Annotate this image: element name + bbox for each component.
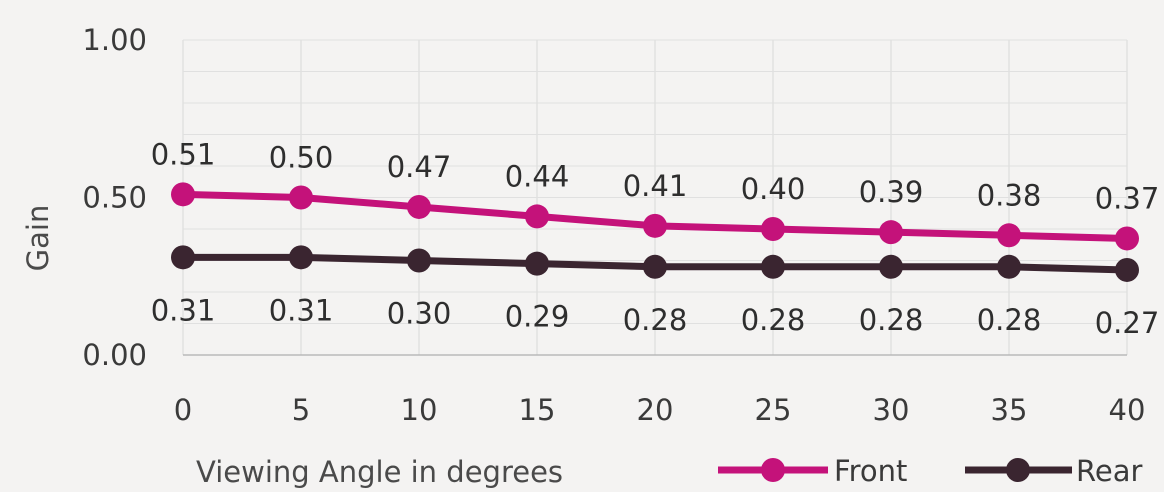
legend-item-rear: Rear [965,454,1142,488]
x-tick-label: 20 [637,393,674,427]
data-point-front [525,204,549,229]
data-point-rear [643,254,667,279]
data-label-front: 0.38 [977,178,1042,212]
data-label-front: 0.40 [741,172,806,206]
legend-item-front: Front [718,454,907,488]
data-label-front: 0.44 [505,159,570,193]
data-point-front [1115,226,1139,251]
data-label-front: 0.39 [859,175,924,209]
data-point-rear [171,245,195,270]
x-tick-label: 25 [755,393,792,427]
data-point-rear [525,251,549,276]
data-point-rear [289,245,313,270]
x-tick-label: 5 [292,393,310,427]
data-point-front [407,194,431,219]
y-axis-ticks: 0.00 0.50 1.00 [82,23,147,372]
y-tick-label: 1.00 [82,23,147,57]
data-label-front: 0.37 [1095,181,1160,215]
data-point-front [171,182,195,207]
data-label-rear: 0.29 [505,300,570,334]
data-point-front [879,220,903,245]
data-label-front: 0.51 [151,137,216,171]
data-labels-layer: 0.51 0.50 0.47 0.44 0.41 0.40 0.39 0.38 0.37 0.31… [151,137,1160,340]
legend-rear-label: Rear [1076,454,1142,488]
x-tick-label: 0 [174,393,192,427]
legend: Front Rear [718,454,1142,488]
data-point-rear [997,254,1021,279]
data-point-front [643,213,667,238]
data-point-front [997,223,1021,248]
data-point-rear [761,254,785,279]
data-label-front: 0.47 [387,150,452,184]
data-label-rear: 0.30 [387,297,452,331]
legend-front-label: Front [834,454,907,488]
data-label-rear: 0.31 [269,293,334,327]
series-layer [171,182,1139,282]
x-tick-label: 35 [991,393,1028,427]
y-tick-label: 0.50 [82,181,147,215]
data-label-rear: 0.31 [151,293,216,327]
data-label-rear: 0.28 [623,303,688,337]
legend-rear-marker-icon [1006,458,1030,482]
data-label-rear: 0.28 [859,303,924,337]
x-tick-label: 30 [873,393,910,427]
x-axis-title: Viewing Angle in degrees [196,455,563,489]
x-tick-label: 10 [401,393,438,427]
data-label-front: 0.50 [269,141,334,175]
data-point-front [761,217,785,241]
x-tick-label: 40 [1109,393,1146,427]
y-axis-title: Gain [21,205,55,272]
data-point-rear [407,248,431,273]
y-tick-label: 0.00 [82,338,147,372]
data-point-front [289,185,313,210]
data-label-front: 0.41 [623,169,688,203]
data-label-rear: 0.28 [741,303,806,337]
data-label-rear: 0.27 [1095,306,1160,340]
data-point-rear [879,254,903,279]
x-tick-label: 15 [519,393,556,427]
legend-front-marker-icon [761,458,785,482]
data-label-rear: 0.28 [977,303,1042,337]
x-axis-ticks: 0 5 10 15 20 25 30 35 40 [174,393,1146,427]
data-point-rear [1115,257,1139,282]
